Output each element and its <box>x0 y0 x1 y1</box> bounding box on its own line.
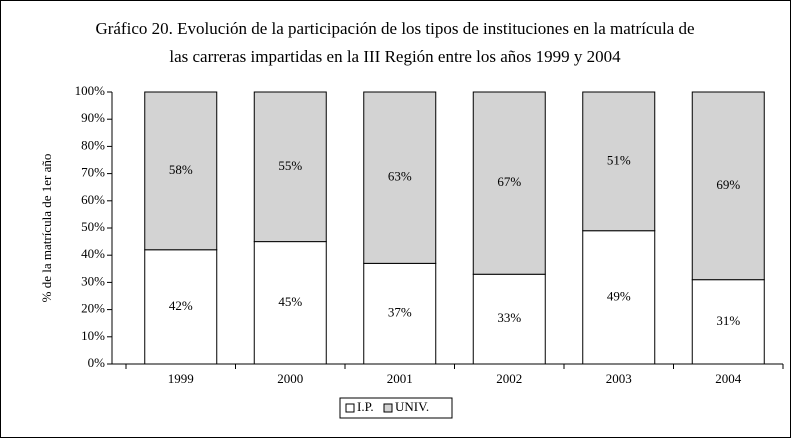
value-label: 58% <box>169 162 193 177</box>
y-tick-label: 30% <box>81 273 105 288</box>
y-tick-label: 70% <box>81 165 105 180</box>
x-tick-label: 1999 <box>168 371 194 386</box>
chart-title: las carreras impartidas en la III Región… <box>169 47 621 66</box>
bar-segment <box>691 91 765 281</box>
value-label: 55% <box>278 158 302 173</box>
bar-segment <box>363 262 437 365</box>
bar-segment <box>363 91 437 264</box>
legend-swatch <box>383 403 393 413</box>
y-tick-label: 100% <box>75 83 106 98</box>
bar-segment <box>691 279 765 365</box>
legend-label: I.P. <box>357 399 374 414</box>
value-label: 42% <box>169 298 193 313</box>
bar-segment <box>253 241 327 365</box>
x-tick-label: 2002 <box>496 371 522 386</box>
y-tick-label: 0% <box>88 355 106 370</box>
value-label: 63% <box>388 169 412 184</box>
x-tick-label: 2001 <box>387 371 413 386</box>
y-tick-label: 10% <box>81 328 105 343</box>
bar-segment <box>144 91 218 251</box>
value-label: 31% <box>716 313 740 328</box>
y-tick-label: 90% <box>81 110 105 125</box>
y-tick-label: 20% <box>81 301 105 316</box>
bar-segment <box>582 91 656 232</box>
bar-segment <box>472 273 546 365</box>
bar-segment <box>253 91 327 243</box>
legend-label: UNIV. <box>395 399 429 414</box>
value-label: 45% <box>278 294 302 309</box>
x-tick-label: 2003 <box>606 371 632 386</box>
bar-segment <box>582 230 656 365</box>
y-tick-label: 80% <box>81 137 105 152</box>
bar-segment <box>472 91 546 275</box>
y-tick-label: 50% <box>81 219 105 234</box>
x-tick-label: 2004 <box>715 371 742 386</box>
y-tick-label: 60% <box>81 192 105 207</box>
legend-box <box>339 397 453 419</box>
value-label: 67% <box>497 174 521 189</box>
value-label: 33% <box>497 310 521 325</box>
value-label: 37% <box>388 305 412 320</box>
legend-swatch <box>345 403 355 413</box>
y-axis-label: % de la matrícula de 1er año <box>39 154 54 303</box>
value-label: 49% <box>607 288 631 303</box>
x-tick-label: 2000 <box>277 371 303 386</box>
value-label: 51% <box>607 152 631 167</box>
value-label: 69% <box>716 177 740 192</box>
chart-title: Gráfico 20. Evolución de la participació… <box>95 19 694 38</box>
y-tick-label: 40% <box>81 246 105 261</box>
bar-segment <box>144 249 218 365</box>
